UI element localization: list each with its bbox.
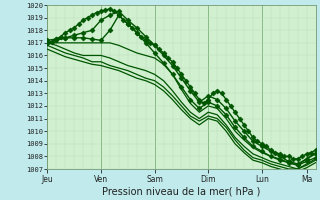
X-axis label: Pression niveau de la mer( hPa ): Pression niveau de la mer( hPa ): [102, 186, 260, 196]
